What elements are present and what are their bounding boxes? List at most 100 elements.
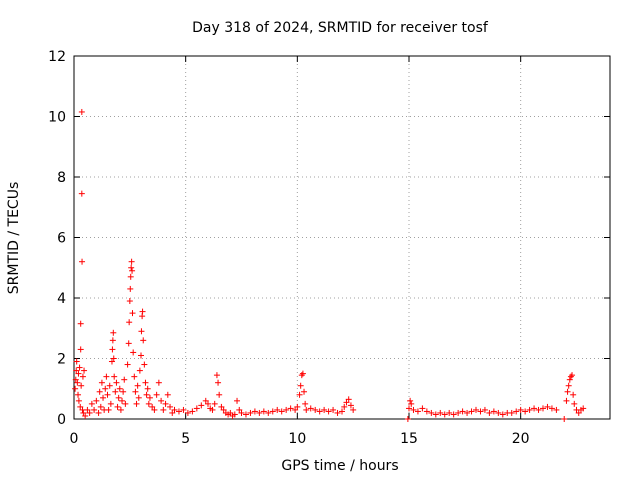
data-point: [566, 376, 573, 383]
data-point: [79, 373, 86, 380]
data-point: [341, 403, 348, 410]
data-point: [121, 376, 128, 383]
data-point: [100, 394, 107, 401]
data-point: [125, 340, 132, 347]
data-point: [171, 406, 178, 413]
data-point: [299, 370, 306, 377]
y-tick-label: 4: [57, 291, 66, 307]
data-point: [82, 412, 89, 419]
data-point: [198, 402, 205, 409]
data-point: [231, 411, 238, 418]
data-point: [108, 358, 115, 365]
data-point: [138, 352, 144, 359]
data-point: [180, 406, 187, 413]
data-point: [495, 409, 502, 416]
data-point: [269, 408, 276, 415]
data-point: [77, 346, 84, 353]
data-point: [130, 349, 137, 356]
x-axis-label: GPS time / hours: [281, 458, 398, 474]
data-point: [205, 400, 211, 407]
data-point: [334, 409, 341, 416]
data-point: [79, 258, 86, 265]
data-point: [287, 405, 294, 412]
data-point: [215, 379, 222, 386]
data-point: [414, 408, 421, 415]
data-point: [218, 403, 225, 410]
data-point: [155, 379, 162, 386]
data-point: [321, 406, 328, 413]
data-point: [96, 388, 103, 395]
data-point: [565, 382, 572, 389]
data-point: [78, 108, 85, 115]
data-point: [129, 310, 136, 317]
data-point: [78, 190, 85, 197]
data-point: [513, 408, 520, 415]
data-point: [312, 406, 319, 413]
data-point: [75, 397, 82, 404]
data-point: [548, 405, 555, 412]
data-point: [158, 397, 165, 404]
data-point: [242, 411, 249, 418]
data-point: [127, 285, 134, 292]
y-tick-label: 12: [48, 49, 66, 65]
data-point: [307, 405, 314, 412]
data-point: [80, 409, 87, 416]
data-point: [567, 373, 574, 380]
data-point: [104, 391, 111, 398]
data-point: [325, 408, 332, 415]
data-point: [106, 382, 113, 389]
data-point: [432, 411, 439, 418]
data-point: [142, 379, 149, 386]
data-point: [134, 382, 141, 389]
data-point: [132, 388, 139, 395]
data-point: [441, 411, 448, 418]
data-point: [302, 400, 309, 407]
data-point: [107, 400, 114, 407]
data-point: [112, 388, 119, 395]
data-point: [105, 406, 112, 413]
data-point: [428, 409, 435, 416]
data-point: [122, 400, 129, 407]
data-point: [522, 408, 529, 415]
data-point: [544, 403, 551, 410]
data-point: [265, 409, 272, 416]
data-point: [508, 409, 515, 416]
data-point: [477, 408, 484, 415]
data-point: [140, 337, 147, 344]
data-point: [76, 364, 83, 371]
data-point: [490, 408, 497, 415]
data-point: [72, 376, 79, 383]
data-point: [339, 408, 345, 415]
data-point: [526, 406, 533, 413]
data-point: [481, 406, 488, 413]
data-point: [540, 405, 546, 412]
data-point: [189, 408, 196, 415]
data-point: [227, 409, 234, 416]
data-point: [145, 400, 152, 407]
data-point: [81, 367, 88, 374]
data-point: [251, 408, 258, 415]
data-point: [78, 382, 85, 389]
data-point: [114, 403, 121, 410]
data-point: [297, 382, 304, 389]
data-point: [406, 405, 412, 412]
data-point: [113, 379, 120, 386]
data-point: [468, 408, 475, 415]
data-point: [117, 406, 124, 413]
data-point: [109, 337, 116, 344]
data-point: [294, 403, 301, 410]
x-tick-label: 15: [400, 431, 418, 447]
data-point: [72, 385, 79, 392]
data-point: [86, 409, 93, 416]
data-point: [473, 406, 479, 413]
grid-lines: [74, 56, 610, 419]
data-point: [575, 409, 582, 416]
data-point: [296, 391, 303, 398]
data-point: [120, 388, 127, 395]
data-point: [211, 400, 218, 407]
data-point: [330, 406, 337, 413]
y-tick-label: 6: [57, 231, 66, 247]
data-point: [535, 406, 542, 413]
data-point: [103, 373, 110, 380]
data-point: [209, 406, 216, 413]
